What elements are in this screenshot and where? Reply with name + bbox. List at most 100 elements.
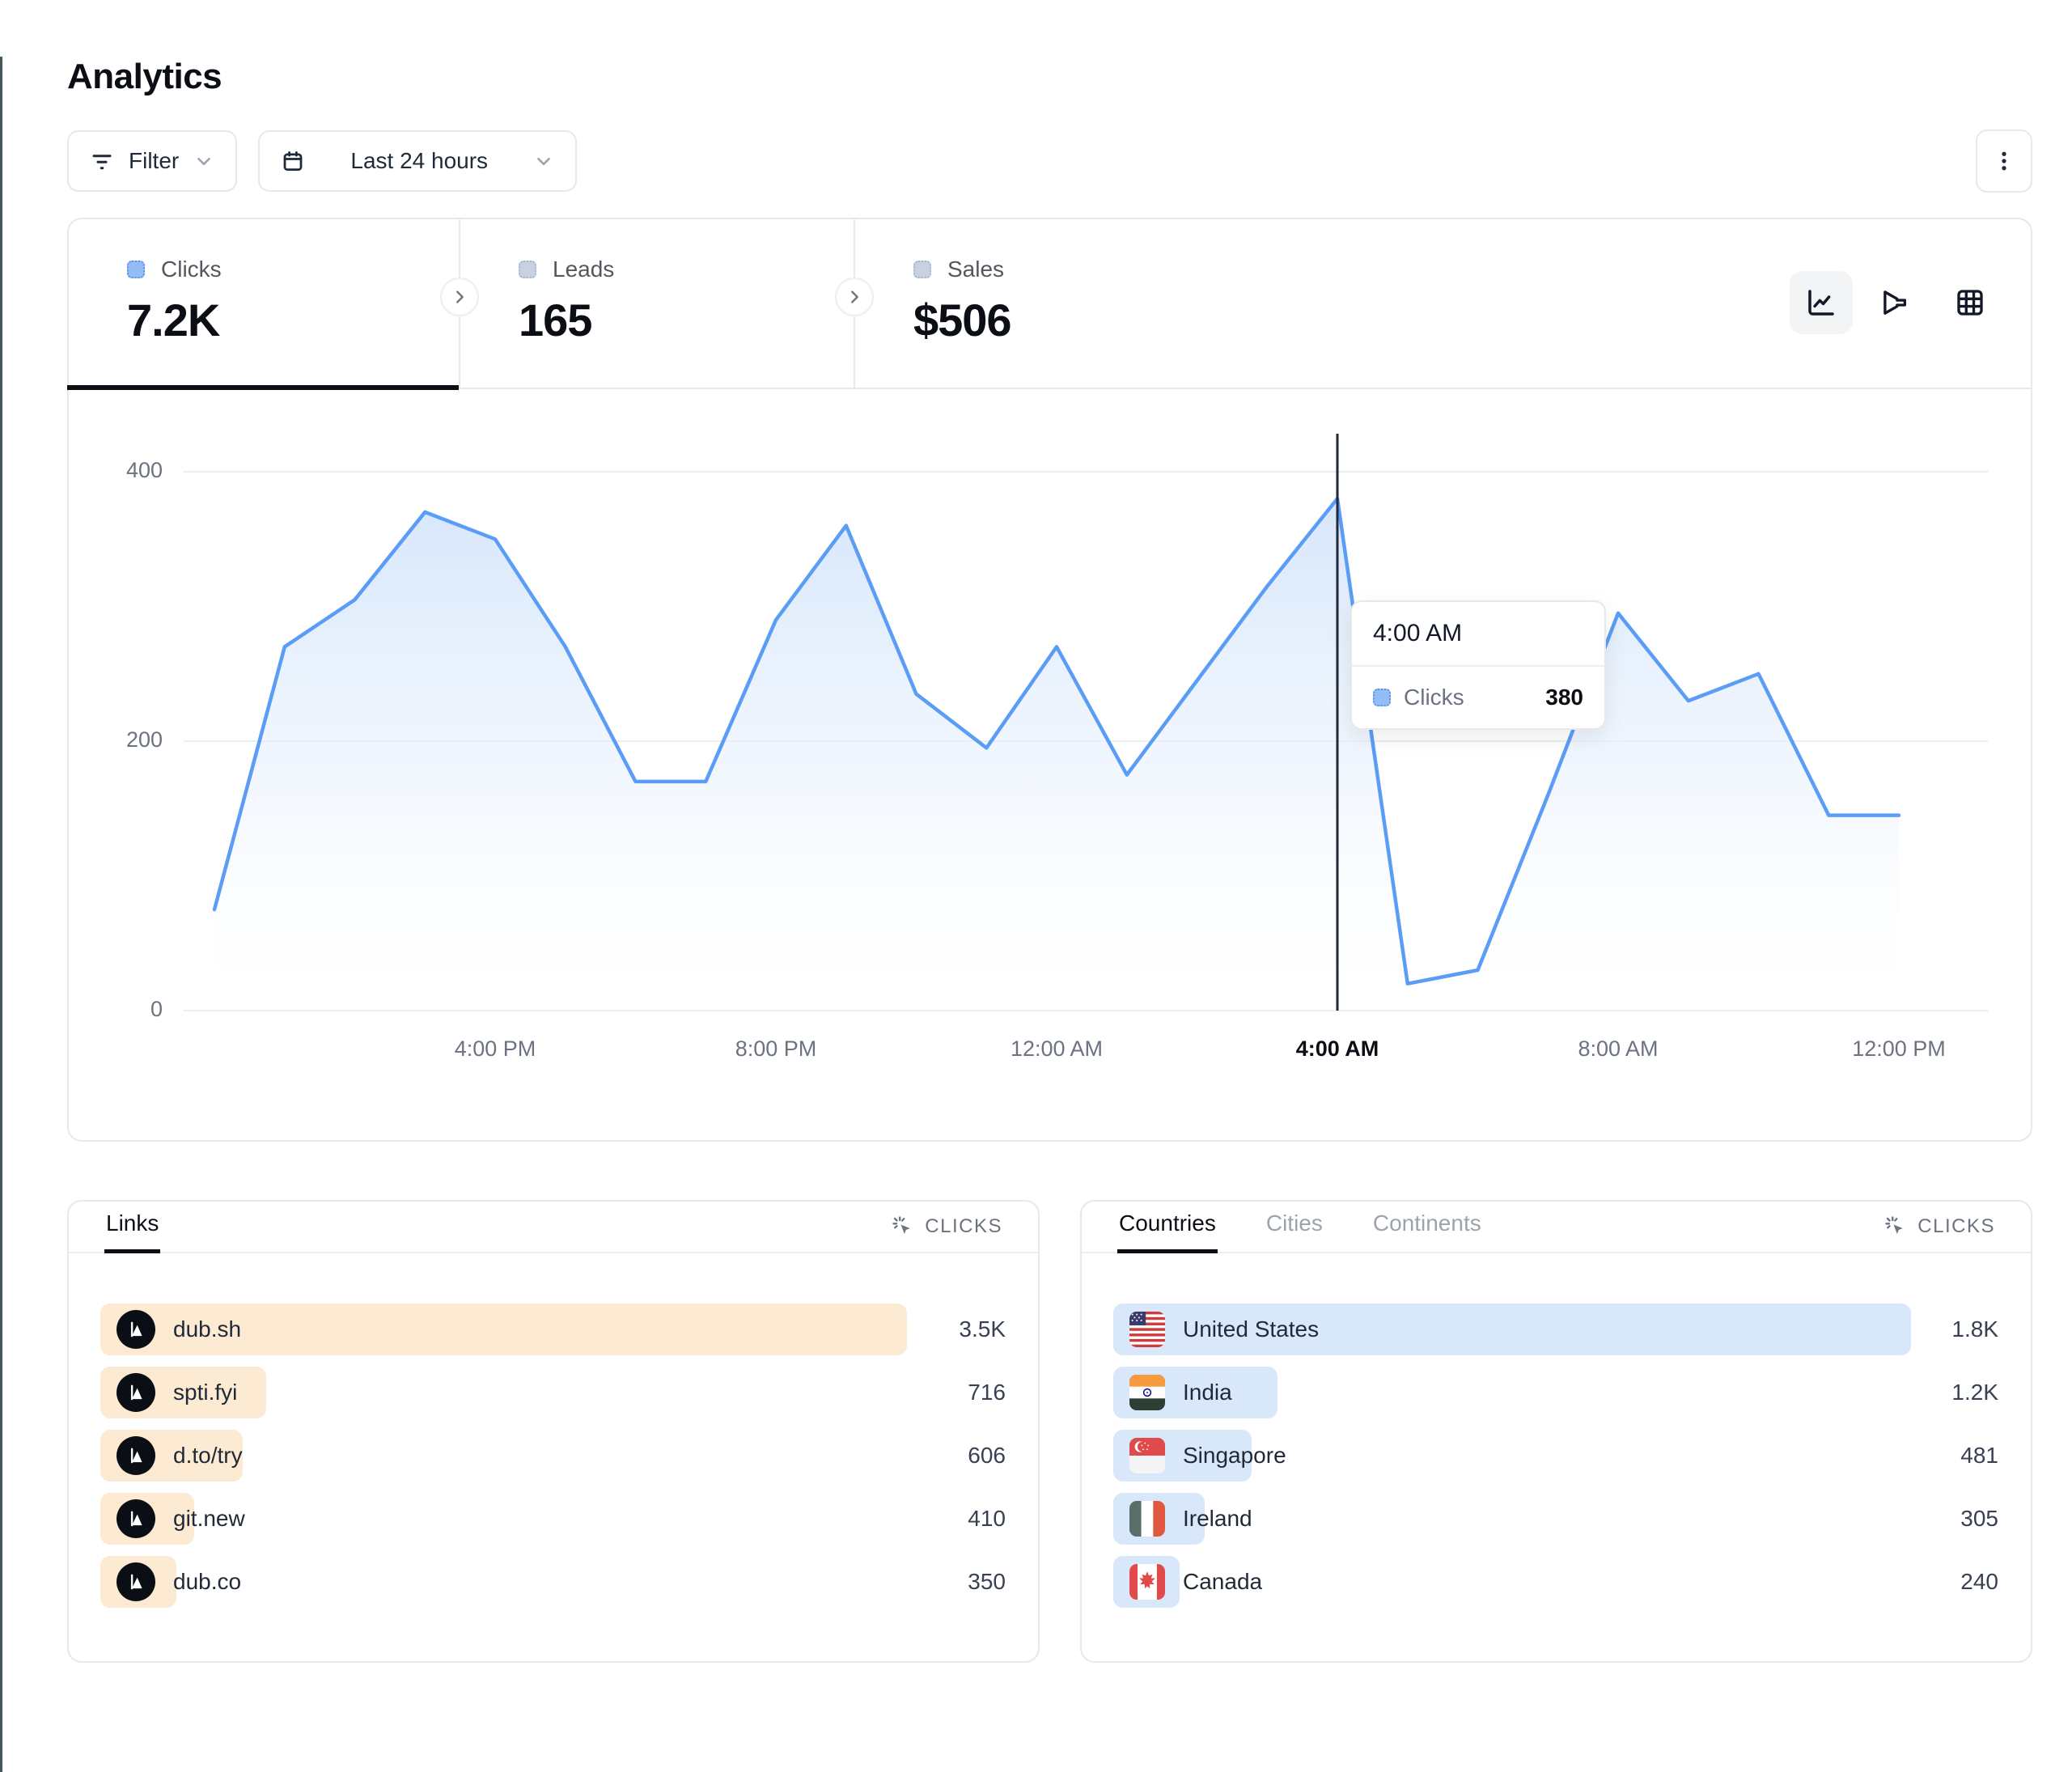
links-list: dub.sh 3.5K spti.fyi 716 d.to/try bbox=[69, 1253, 1038, 1608]
sg-flag-icon bbox=[1129, 1438, 1165, 1473]
analytics-card: Clicks 7.2K Leads 165 bbox=[67, 218, 2032, 1142]
ca-flag-icon bbox=[1129, 1564, 1165, 1600]
x-axis-label: 12:00 AM bbox=[1010, 1036, 1104, 1061]
more-options-button[interactable] bbox=[1976, 129, 2032, 193]
value-bar bbox=[1113, 1304, 1911, 1355]
row-label: India bbox=[1183, 1380, 1232, 1405]
row-value: 3.5K bbox=[959, 1316, 1006, 1342]
row-value: 350 bbox=[968, 1569, 1006, 1594]
tooltip-time: 4:00 AM bbox=[1352, 602, 1604, 667]
table-row[interactable]: dub.sh 3.5K bbox=[100, 1304, 1006, 1355]
row-label: dub.co bbox=[173, 1569, 242, 1594]
table-row[interactable]: git.new 410 bbox=[100, 1493, 1006, 1545]
date-range-label: Last 24 hours bbox=[350, 148, 489, 173]
links-metric[interactable]: CLICKS bbox=[891, 1215, 1002, 1252]
funnel-view-button[interactable] bbox=[1864, 271, 1927, 334]
chevron-down-icon bbox=[533, 150, 554, 172]
chart-tooltip: 4:00 AM Clicks 380 bbox=[1350, 600, 1606, 730]
table-row[interactable]: spti.fyi 716 bbox=[100, 1367, 1006, 1418]
toolbar: Filter Last 24 hours bbox=[67, 129, 2032, 193]
in-flag-icon bbox=[1129, 1375, 1165, 1410]
x-axis-label: 4:00 PM bbox=[454, 1036, 536, 1061]
tab-cities[interactable]: Cities bbox=[1265, 1210, 1323, 1236]
table-row[interactable]: d.to/try 606 bbox=[100, 1430, 1006, 1482]
table-row[interactable]: Singapore 481 bbox=[1113, 1430, 1999, 1482]
filter-icon bbox=[90, 149, 114, 173]
x-axis-label: 4:00 AM bbox=[1295, 1036, 1379, 1061]
dub-logo-icon bbox=[117, 1373, 155, 1412]
dub-logo-icon bbox=[117, 1310, 155, 1349]
tab-countries[interactable]: Countries bbox=[1117, 1210, 1218, 1253]
tooltip-value: 380 bbox=[1545, 685, 1583, 710]
calendar-icon bbox=[281, 149, 305, 173]
clicks-legend-square bbox=[127, 261, 145, 278]
countries-panel: Countries Cities Continents CLICKS United … bbox=[1080, 1200, 2032, 1663]
row-label: Canada bbox=[1183, 1569, 1263, 1594]
clicks-area-chart[interactable]: 400 200 0 4:00 PM 8:00 PM 12:00 AM 4:00 AM 8:0… bbox=[69, 389, 2031, 1140]
filter-button[interactable]: Filter bbox=[67, 130, 238, 192]
value-bar bbox=[100, 1304, 907, 1355]
ie-flag-icon bbox=[1129, 1501, 1165, 1537]
table-row[interactable]: United States 1.8K bbox=[1113, 1304, 1999, 1355]
filter-button-label: Filter bbox=[129, 148, 180, 173]
chevron-down-icon bbox=[193, 150, 214, 172]
row-label: dub.sh bbox=[173, 1316, 242, 1342]
line-chart-view-button[interactable] bbox=[1790, 271, 1853, 334]
table-row[interactable]: dub.co 350 bbox=[100, 1556, 1006, 1608]
row-value: 305 bbox=[1960, 1506, 1998, 1531]
table-row[interactable]: Canada 240 bbox=[1113, 1556, 1999, 1608]
cursor-click-icon bbox=[892, 1216, 911, 1234]
y-axis-label: 400 bbox=[125, 458, 163, 482]
table-row[interactable]: Ireland 305 bbox=[1113, 1493, 1999, 1545]
countries-metric-label: CLICKS bbox=[1917, 1215, 1995, 1237]
links-metric-label: CLICKS bbox=[925, 1215, 1002, 1237]
expand-chip[interactable] bbox=[835, 278, 874, 316]
dub-logo-icon bbox=[117, 1436, 155, 1475]
stat-value: 165 bbox=[519, 295, 592, 345]
tab-sales[interactable]: Sales $506 bbox=[835, 219, 2031, 388]
row-value: 716 bbox=[968, 1380, 1006, 1405]
table-view-button[interactable] bbox=[1939, 271, 2002, 334]
active-tab-underline bbox=[67, 385, 459, 390]
row-label: Singapore bbox=[1183, 1443, 1286, 1468]
dub-logo-icon bbox=[117, 1499, 155, 1538]
x-axis-label: 12:00 PM bbox=[1852, 1036, 1946, 1061]
dub-logo-icon bbox=[117, 1562, 155, 1601]
row-label: d.to/try bbox=[173, 1443, 243, 1468]
x-axis-label: 8:00 AM bbox=[1578, 1036, 1659, 1061]
stat-value: 7.2K bbox=[127, 295, 220, 345]
tab-continents[interactable]: Continents bbox=[1372, 1210, 1481, 1236]
stat-label: Leads bbox=[553, 256, 615, 282]
countries-metric[interactable]: CLICKS bbox=[1883, 1215, 1995, 1252]
y-axis-label: 200 bbox=[125, 727, 163, 752]
row-value: 1.8K bbox=[1951, 1316, 1998, 1342]
row-value: 1.2K bbox=[1951, 1380, 1998, 1405]
table-row[interactable]: India 1.2K bbox=[1113, 1367, 1999, 1418]
row-label: Ireland bbox=[1183, 1506, 1252, 1531]
x-axis-label: 8:00 PM bbox=[735, 1036, 817, 1061]
row-value: 410 bbox=[968, 1506, 1006, 1531]
chart-type-switcher bbox=[1790, 271, 2002, 334]
stat-value: $506 bbox=[913, 295, 1012, 345]
chart-plot-area[interactable] bbox=[184, 422, 1988, 1045]
row-label: United States bbox=[1183, 1316, 1320, 1342]
sales-legend-square bbox=[913, 261, 931, 278]
countries-list: United States 1.8K India 1.2K Singapore … bbox=[1082, 1253, 2031, 1608]
y-axis-label: 0 bbox=[150, 997, 163, 1021]
expand-chip[interactable] bbox=[440, 278, 479, 316]
links-panel: Links CLICKS dub.sh 3.5K bbox=[67, 1200, 1040, 1663]
tooltip-series-label: Clicks bbox=[1404, 685, 1464, 710]
row-label: spti.fyi bbox=[173, 1380, 238, 1405]
row-value: 240 bbox=[1960, 1569, 1998, 1594]
row-value: 606 bbox=[968, 1443, 1006, 1468]
row-value: 481 bbox=[1960, 1443, 1998, 1468]
date-range-button[interactable]: Last 24 hours bbox=[258, 130, 578, 192]
page-title: Analytics bbox=[67, 57, 222, 96]
stat-label: Clicks bbox=[161, 256, 222, 282]
tab-clicks[interactable]: Clicks 7.2K bbox=[67, 219, 459, 390]
kebab-menu-icon bbox=[1992, 149, 2016, 173]
tab-links[interactable]: Links bbox=[104, 1210, 161, 1253]
tab-leads[interactable]: Leads 165 bbox=[440, 219, 854, 388]
leads-legend-square bbox=[519, 261, 536, 278]
stat-label: Sales bbox=[947, 256, 1005, 282]
